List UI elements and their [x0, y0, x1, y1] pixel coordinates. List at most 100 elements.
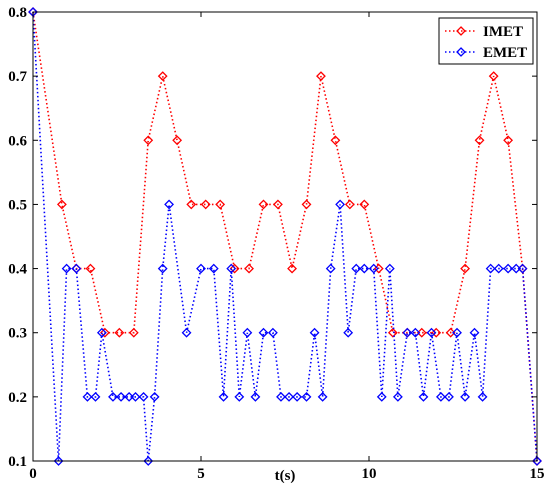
- y-tick-label: 0.3: [8, 326, 27, 342]
- data-point-marker: [114, 327, 125, 338]
- data-point-marker: [181, 327, 192, 338]
- data-point-marker: [343, 327, 354, 338]
- data-point-marker: [416, 327, 427, 338]
- data-point-marker: [359, 263, 370, 274]
- data-point-marker: [301, 199, 312, 210]
- data-point-marker: [99, 327, 110, 338]
- data-point-marker: [61, 263, 72, 274]
- y-tick-label: 0.1: [8, 454, 27, 470]
- data-point-marker: [143, 456, 154, 466]
- y-tick-label: 0.5: [8, 197, 27, 213]
- x-tick-label: 5: [197, 466, 205, 482]
- data-point-marker: [284, 391, 294, 402]
- data-point-marker: [108, 391, 118, 402]
- data-point-marker: [276, 391, 286, 402]
- data-point-marker: [452, 327, 462, 338]
- legend-label: IMET: [483, 24, 523, 40]
- data-point-marker: [418, 391, 429, 402]
- data-point-marker: [85, 263, 96, 274]
- data-point-marker: [287, 263, 297, 274]
- data-point-marker: [460, 263, 471, 274]
- data-point-marker: [267, 327, 278, 338]
- data-point-marker: [460, 391, 471, 402]
- data-point-marker: [503, 263, 514, 274]
- data-point-marker: [517, 263, 528, 274]
- data-point-marker: [511, 263, 522, 274]
- data-point-marker: [258, 327, 269, 338]
- data-point-marker: [477, 391, 488, 402]
- data-point-marker: [215, 199, 226, 210]
- data-point-marker: [250, 391, 261, 402]
- data-point-marker: [71, 263, 82, 274]
- data-point-marker: [172, 135, 183, 146]
- data-point-marker: [244, 263, 254, 274]
- data-point-marker: [226, 263, 237, 274]
- series-layer: [28, 7, 542, 466]
- y-tick-label: 0.4: [8, 262, 27, 278]
- y-tick-label: 0.6: [8, 133, 27, 149]
- data-point-marker: [218, 391, 229, 402]
- data-point-marker: [186, 199, 197, 210]
- data-point-marker: [469, 327, 480, 338]
- data-point-marker: [234, 391, 245, 402]
- data-point-marker: [445, 327, 456, 338]
- y-tick-label: 0.2: [8, 390, 27, 406]
- data-point-marker: [330, 135, 341, 146]
- data-point-marker: [392, 391, 403, 402]
- data-point-marker: [309, 327, 320, 338]
- y-axis-ticks: 0.1 0.2 0.3 0.4 0.5 0.6 0.7 0.8: [8, 5, 537, 470]
- data-point-marker: [56, 199, 67, 210]
- data-point-marker: [301, 391, 312, 402]
- series-line: [32, 11, 538, 462]
- data-point-marker: [258, 199, 269, 210]
- data-point-marker: [335, 199, 346, 210]
- data-point-marker: [292, 391, 303, 402]
- series-imet: [28, 7, 542, 466]
- data-point-marker: [242, 327, 253, 338]
- data-point-marker: [229, 263, 240, 274]
- data-point-marker: [200, 199, 211, 210]
- x-axis-label: t(s): [275, 468, 296, 484]
- data-point-marker: [359, 199, 370, 210]
- x-axis-ticks: 0 5 10 15: [29, 12, 545, 482]
- data-point-marker: [164, 199, 174, 210]
- data-point-marker: [402, 327, 413, 338]
- data-point-marker: [435, 391, 446, 402]
- data-point-marker: [410, 327, 421, 338]
- data-point-marker: [149, 391, 160, 402]
- y-tick-label: 0.8: [8, 5, 27, 21]
- data-point-marker: [503, 135, 514, 146]
- data-point-marker: [426, 327, 437, 338]
- data-point-marker: [53, 456, 64, 466]
- data-point-marker: [157, 71, 168, 82]
- data-point-marker: [90, 391, 101, 402]
- data-point-marker: [532, 456, 542, 466]
- data-point-marker: [317, 391, 328, 402]
- data-point-marker: [485, 263, 496, 274]
- data-point-marker: [124, 391, 135, 402]
- data-point-marker: [351, 263, 362, 274]
- data-point-marker: [493, 263, 504, 274]
- data-point-marker: [130, 391, 141, 402]
- data-point-marker: [208, 263, 219, 274]
- data-point-marker: [387, 327, 398, 338]
- legend: IMET EMET: [438, 17, 534, 65]
- data-point-marker: [96, 327, 107, 338]
- legend-marker: [456, 47, 466, 57]
- data-point-marker: [273, 199, 283, 210]
- data-point-marker: [368, 263, 379, 274]
- data-point-marker: [444, 391, 454, 402]
- data-point-marker: [474, 135, 485, 146]
- data-point-marker: [143, 135, 154, 146]
- data-point-marker: [116, 391, 126, 402]
- data-point-marker: [376, 391, 387, 402]
- legend-marker: [456, 26, 466, 36]
- legend-box: [438, 17, 534, 65]
- data-point-marker: [384, 263, 395, 274]
- data-point-marker: [196, 263, 206, 274]
- x-tick-label: 10: [362, 466, 377, 482]
- legend-label: EMET: [483, 45, 527, 61]
- data-point-marker: [157, 263, 168, 274]
